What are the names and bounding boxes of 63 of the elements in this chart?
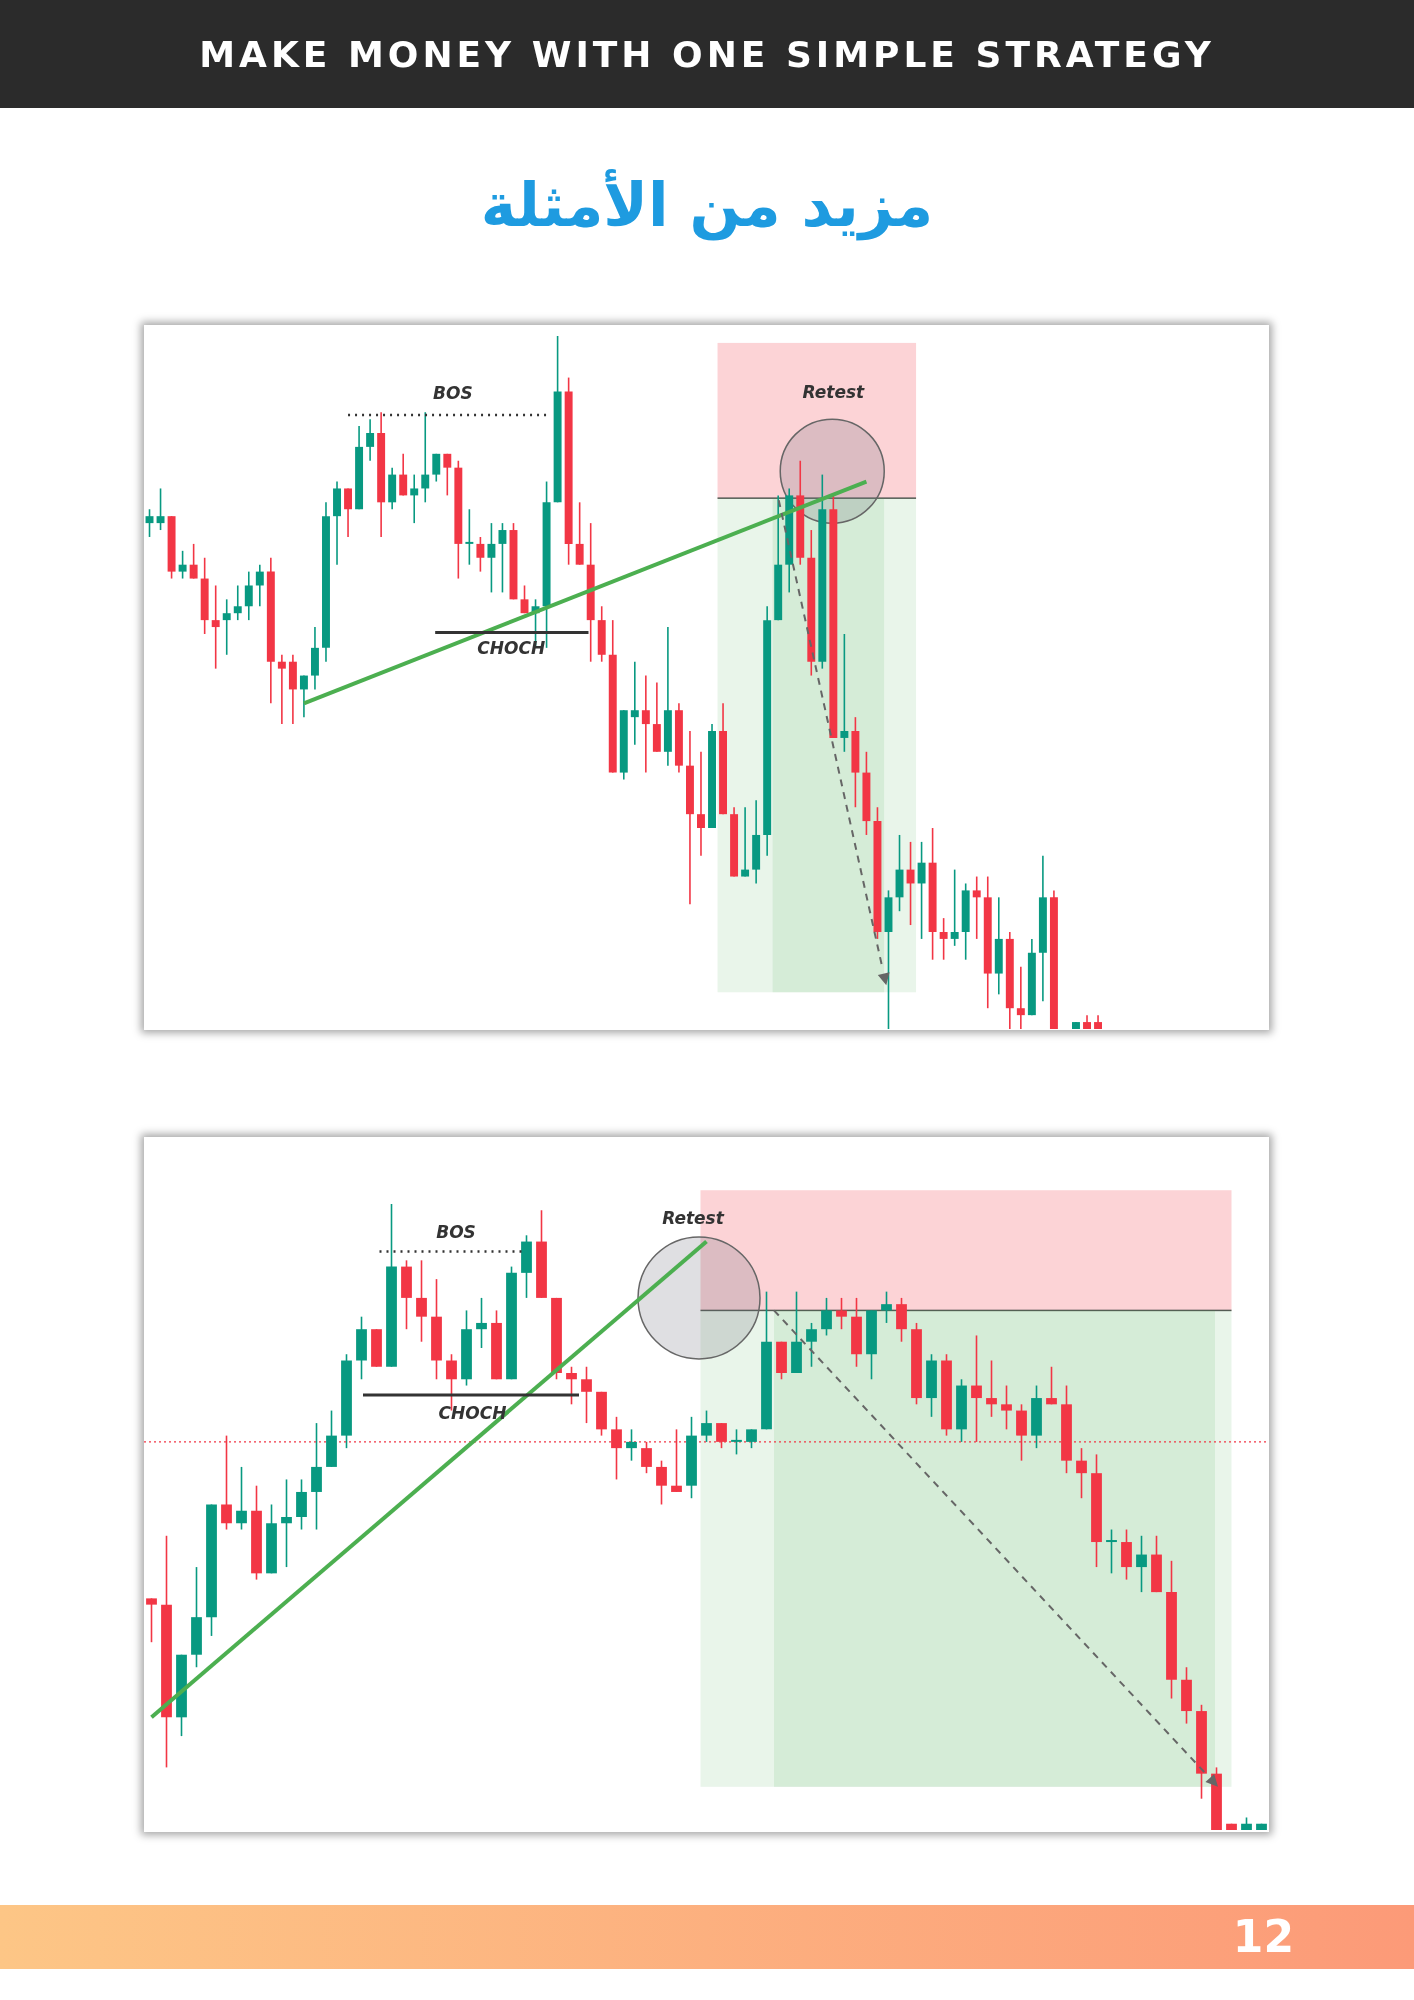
annotation: Retest: [802, 381, 866, 402]
candlestick: [410, 473, 419, 524]
candlestick: [581, 1365, 592, 1424]
annotation: BOS: [436, 1221, 476, 1242]
candlestick: [881, 1290, 892, 1324]
candlestick: [236, 1466, 247, 1531]
text: 12: [1232, 1911, 1294, 1962]
candlestick: [244, 570, 253, 621]
candlestick: [731, 1428, 742, 1456]
candlestick: [656, 1459, 667, 1506]
annotation: CHOCH: [477, 637, 546, 658]
candlestick: [146, 1597, 157, 1643]
candlestick: [575, 501, 584, 566]
candlestick: [1016, 965, 1025, 1030]
candlestick: [806, 1322, 817, 1368]
candlestick: [701, 1409, 712, 1443]
candlestick: [222, 598, 231, 656]
candlestick: [630, 660, 639, 746]
candlestick: [476, 536, 485, 573]
candlestick: [189, 543, 198, 580]
candlestick: [840, 633, 849, 753]
candlestick: [432, 453, 441, 483]
candlestick: [1076, 1447, 1087, 1500]
annotation: BOS: [433, 383, 473, 404]
candlestick: [626, 1428, 637, 1462]
candlestick: [421, 411, 430, 504]
annotation: Retest: [662, 1208, 725, 1229]
candlestick: [1106, 1528, 1117, 1575]
candlestick: [821, 1297, 832, 1337]
candlestick: [255, 563, 264, 608]
candlestick: [344, 487, 353, 538]
candlestick: [465, 508, 474, 566]
candlestick: [917, 841, 926, 940]
candlestick: [697, 751, 705, 857]
candlestick: [281, 1478, 292, 1568]
candlestick: [641, 674, 650, 774]
candlestick: [1001, 1384, 1012, 1431]
candlestick: [399, 453, 408, 497]
chart-subtitle: MAKE MONEY WITH ONE SIMPLE STRATEGY: [0, 0, 1414, 108]
candlestick: [498, 522, 507, 594]
candlestick: [487, 522, 496, 594]
chart-title: مزيد من الأمثلة: [479, 170, 935, 240]
candlestick: [156, 487, 165, 531]
candlestick: [1046, 1365, 1057, 1406]
candlestick: [366, 418, 375, 462]
candlestick: [939, 917, 948, 961]
candlestick: [986, 1359, 997, 1418]
candlestick: [299, 674, 308, 718]
candlestick: [836, 1297, 847, 1330]
candlestick: [972, 875, 981, 940]
candlestick: [950, 868, 959, 947]
candlestick: [1136, 1534, 1147, 1593]
candlestick: [416, 1259, 427, 1343]
candlestick: [211, 584, 220, 670]
candlestick: [476, 1297, 487, 1349]
candlestick: [443, 453, 452, 497]
candlestick: [741, 806, 750, 878]
candlestick: [178, 550, 187, 580]
candlestick: [906, 841, 915, 926]
candlestick: [566, 1365, 577, 1406]
candlestick: [746, 1428, 757, 1449]
candlestick: [233, 584, 242, 621]
candlestick: [277, 653, 286, 725]
